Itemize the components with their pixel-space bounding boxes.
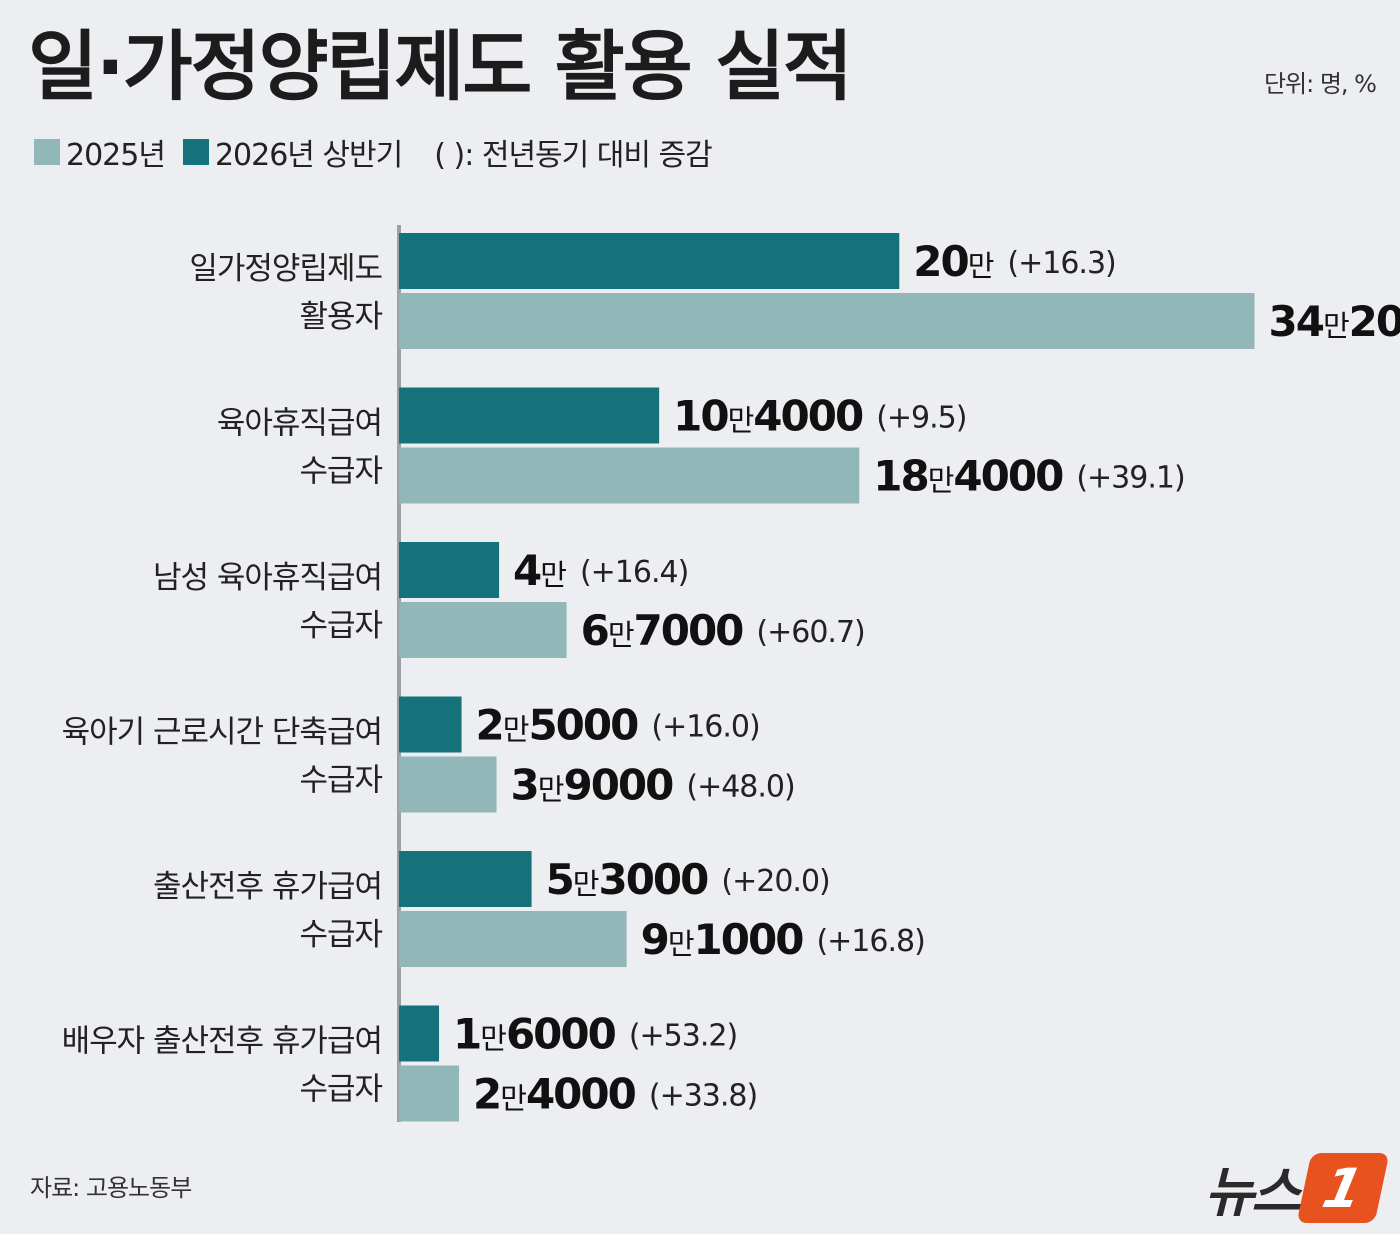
legend-swatch-2026: [182, 139, 209, 165]
category-label: 육아기 근로시간 단축급여: [62, 715, 382, 751]
data-label: 3만9000: [511, 761, 674, 810]
legend-item-2026: 2026년 상반기: [182, 130, 403, 174]
category-label: 수급자: [299, 454, 382, 490]
change-label: (+16.4): [580, 555, 688, 590]
data-label: 6만7000: [581, 606, 744, 655]
legend: 2025년 2026년 상반기 ( ): 전년동기 대비 증감: [34, 130, 713, 174]
category-label: 배우자 출산전후 휴가급여: [62, 1024, 382, 1060]
bar-2025: [399, 602, 567, 658]
bar-2026: [399, 1005, 440, 1062]
bar-2025: [399, 1065, 460, 1122]
legend-item-2025: 2025년: [34, 130, 166, 174]
change-label: (+33.8): [649, 1079, 757, 1114]
change-label: (+48.0): [686, 770, 794, 805]
bar-2025: [399, 447, 860, 504]
bar-2026: [399, 542, 500, 598]
data-label: 10만4000: [673, 392, 863, 441]
category-label: 남성 육아휴직급여: [153, 560, 382, 596]
bar-2026: [399, 233, 900, 289]
change-label: (+39.1): [1076, 461, 1184, 496]
category-label: 일가정양립제도: [189, 251, 382, 287]
bar-2025: [399, 756, 497, 813]
logo-mark-text: 1: [1317, 1156, 1369, 1219]
legend-label-2026: 2026년 상반기: [214, 138, 403, 173]
change-label: (+16.8): [816, 924, 924, 959]
bar-2025: [399, 911, 627, 967]
bar-2026: [399, 851, 532, 907]
data-label: 2만4000: [473, 1070, 636, 1119]
logo-text: 뉴스: [1204, 1161, 1301, 1224]
data-label: 18만4000: [873, 452, 1063, 501]
legend-swatch-2025: [34, 139, 60, 165]
chart-title: 일·가정양립제도 활용 실적: [28, 22, 853, 111]
bar-2026: [399, 387, 660, 444]
category-label: 수급자: [299, 608, 382, 644]
category-label: 수급자: [299, 763, 382, 799]
data-label: 2만5000: [476, 701, 639, 750]
bar-2025: [399, 293, 1255, 349]
change-label: (+53.2): [629, 1019, 737, 1054]
category-label: 수급자: [299, 917, 382, 953]
data-label: 9만1000: [641, 915, 804, 964]
change-label: (+60.7): [756, 615, 864, 650]
category-label: 수급자: [299, 1072, 382, 1108]
category-label: 출산전후 휴가급여: [153, 869, 382, 905]
data-label: 20만: [913, 237, 993, 286]
category-label: 육아휴직급여: [217, 406, 382, 442]
data-label: 5만3000: [546, 855, 709, 904]
change-label: (+9.5): [876, 401, 966, 436]
change-label: (+16.0): [651, 710, 759, 745]
change-label: (+20.0): [721, 864, 829, 899]
source-note: 자료: 고용노동부: [30, 1174, 192, 1202]
news1-logo: 뉴스 1: [1204, 1148, 1390, 1227]
data-label: 4만: [513, 546, 566, 595]
unit-note: 단위: 명, %: [1263, 70, 1377, 98]
data-label: 1만6000: [453, 1010, 616, 1059]
category-label: 활용자: [299, 299, 382, 335]
bar-2026: [399, 696, 462, 753]
logo-mark: 1: [1296, 1152, 1390, 1223]
legend-label-2025: 2025년: [66, 138, 166, 173]
change-label: (+16.3): [1007, 246, 1115, 281]
legend-note: ( ): 전년동기 대비 증감: [434, 138, 712, 173]
data-label: 34만2000: [1268, 297, 1400, 346]
